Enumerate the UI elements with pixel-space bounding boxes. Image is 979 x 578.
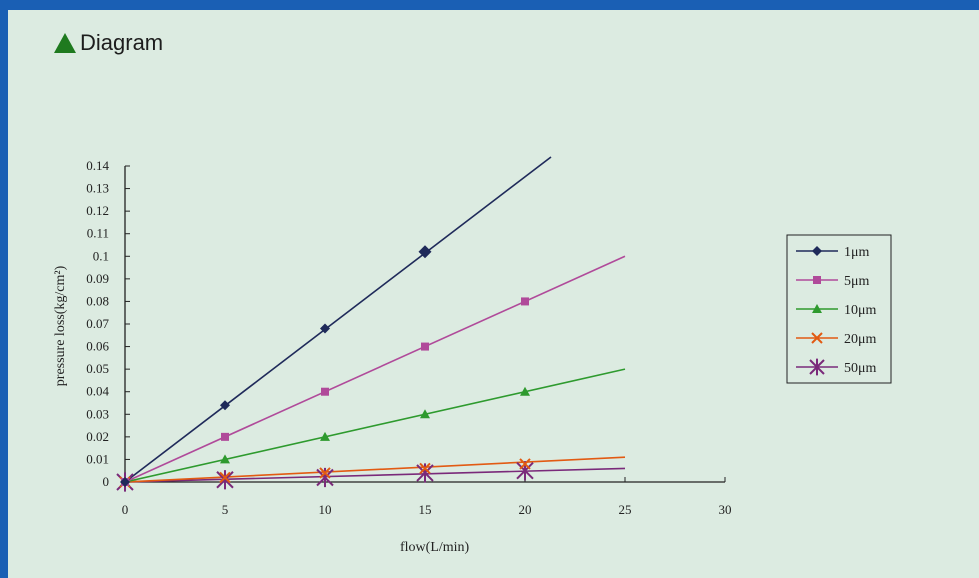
data-point [221,432,229,441]
y-tick-label: 0.09 [86,271,109,286]
data-point [420,409,430,419]
data-point [421,342,429,351]
legend-label: 50μm [844,361,877,376]
diagram-header: Diagram [54,30,163,56]
legend: 1μm 5μm 10μm 20μm 50μm [786,234,892,384]
y-tick-label: 0.04 [86,384,109,399]
x-tick-label: 20 [519,502,532,517]
y-tick-label: 0.08 [86,293,109,308]
x-tick-label: 25 [619,502,632,517]
y-tick-label: 0.11 [87,226,109,241]
y-tick-label: 0.1 [93,248,109,263]
y-tick-label: 0.12 [86,203,109,218]
data-point [418,245,432,259]
series-line [124,456,626,483]
data-point [520,386,530,396]
x-tick-label: 15 [419,502,432,517]
y-tick-label: 0.07 [86,316,109,331]
y-axis-title: pressure loss(kg/cm²) [53,265,68,386]
data-point [220,400,230,411]
series-lines [124,156,626,483]
legend-marker [812,304,822,313]
chart-frame [8,10,979,578]
data-point [316,467,334,488]
legend-label: 1μm [844,245,870,260]
data-point [219,471,231,484]
y-tick-label: 0.13 [86,181,109,196]
series-line [124,467,626,483]
x-tick-label: 30 [719,502,732,517]
y-tick-label: 0.14 [86,158,109,173]
y-tick-label: 0.01 [86,451,109,466]
data-point [320,323,330,334]
y-tick-label: 0.03 [86,406,109,421]
tick-labels: 0 0.01 0.02 0.03 0.04 0.05 0.06 0.07 0.08 0.09 0.1… [86,158,731,517]
series-line [124,368,626,483]
data-point [321,387,329,396]
legend-marker [813,276,821,284]
legend-box [786,234,892,384]
data-point [419,462,431,475]
series-line [124,255,626,483]
x-tick-label: 10 [319,502,332,517]
legend-marker [811,332,823,344]
y-tick-label: 0.02 [86,429,109,444]
chart-axes [124,165,726,483]
legend-marker [812,246,822,256]
data-point [220,454,230,464]
data-point [320,431,330,441]
data-point [521,297,529,306]
data-point [216,470,234,490]
diagram-title: Diagram [80,30,164,55]
data-point [319,467,331,479]
legend-marker [809,358,825,376]
data-point [120,477,130,487]
series-line [124,156,552,483]
y-tick-label: 0.05 [86,361,109,376]
x-tick-label: 0 [122,502,129,517]
y-tick-label: 0 [103,474,110,489]
legend-label: 20μm [844,332,877,347]
y-tick-label: 0.06 [86,339,109,354]
x-axis-title: flow(L/min) [400,540,470,555]
x-tick-label: 5 [222,502,229,517]
legend-label: 10μm [844,303,877,318]
legend-label: 5μm [844,274,870,289]
data-point [416,463,434,483]
data-point [519,458,531,470]
series-markers [116,245,534,492]
triangle-icon [54,33,76,53]
